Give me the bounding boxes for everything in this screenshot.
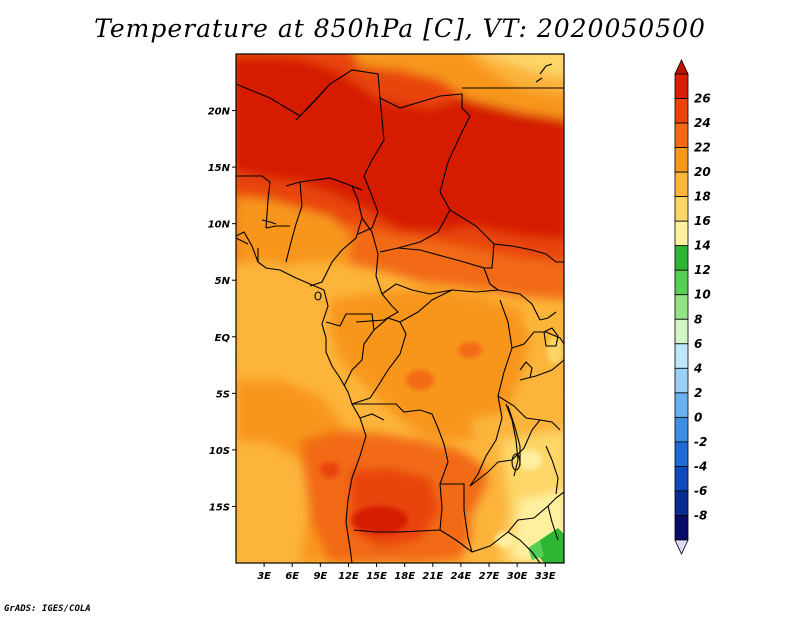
colorbar-label: 2	[694, 386, 702, 400]
colorbar-label: 10	[694, 288, 711, 302]
colorbar-top-triangle	[674, 59, 689, 75]
longitude-axis: 3E 6E 9E 12E 15E 18E 21E 24E 27E 30E 33E	[257, 563, 556, 582]
colorbar-swatch	[674, 441, 689, 467]
lon-tick-label: 27E	[479, 571, 500, 582]
colorbar-label: 26	[694, 92, 711, 106]
colorbar-label: 14	[694, 239, 711, 253]
temperature-field	[236, 54, 564, 563]
lat-tick-label: 10N	[208, 220, 231, 231]
colorbar-bottom-triangle	[674, 539, 689, 555]
colorbar-label: 12	[694, 263, 711, 277]
colorbar-swatch	[674, 466, 689, 492]
lon-tick-label: 21E	[422, 571, 443, 582]
colorbar-label: -4	[694, 459, 707, 473]
colorbar-label: -2	[694, 435, 707, 449]
colorbar-swatch	[674, 122, 689, 148]
lat-tick-label: 10S	[209, 446, 230, 457]
colorbar-swatch	[674, 367, 689, 394]
colorbar-label: 8	[694, 312, 702, 326]
lon-tick-label: 30E	[507, 571, 528, 582]
map-title: Temperature at 850hPa [C], VT: 202005050…	[94, 14, 706, 43]
colorbar-label: 22	[694, 141, 711, 155]
colorbar-label: -8	[694, 508, 707, 522]
lon-tick-label: 12E	[338, 571, 359, 582]
colorbar-swatch	[674, 269, 689, 296]
lat-tick-label: 20N	[208, 107, 231, 118]
colorbar-swatch	[674, 490, 689, 516]
colorbar-label: 6	[694, 337, 702, 351]
colorbar-swatch	[674, 196, 689, 222]
colorbar-label: 18	[694, 190, 711, 204]
colorbar-swatch	[674, 73, 689, 99]
lat-tick-label: 15S	[209, 502, 230, 513]
lon-tick-label: 33E	[535, 571, 556, 582]
colorbar-label: 16	[694, 214, 711, 228]
grads-credit: GrADS: IGES/COLA	[4, 604, 91, 614]
lon-tick-label: 15E	[366, 571, 387, 582]
colorbar-swatch	[674, 294, 689, 320]
colorbar-label: 4	[693, 361, 702, 375]
colorbar-label: 20	[694, 165, 711, 179]
colorbar-swatch	[674, 98, 689, 124]
colorbar-swatch	[674, 515, 689, 541]
lon-tick-label: 18E	[394, 571, 415, 582]
lat-tick-label: 5S	[216, 389, 230, 400]
colorbar-swatch	[674, 318, 689, 345]
lat-tick-label: EQ	[215, 333, 231, 344]
colorbar-swatch	[674, 147, 689, 173]
colorbar-swatch	[674, 245, 689, 271]
lon-tick-label: 3E	[257, 571, 271, 582]
colorbar-swatch	[674, 343, 689, 369]
colorbar-label: -6	[694, 484, 707, 498]
country-boundaries	[236, 63, 564, 563]
lon-tick-label: 6E	[285, 571, 299, 582]
colorbar-swatch	[674, 416, 689, 443]
map-frame	[235, 53, 565, 564]
colorbar-label: 0	[694, 410, 702, 424]
colorbar-label: 24	[694, 116, 711, 130]
lat-tick-label: 5N	[215, 276, 231, 287]
lon-tick-label: 9E	[313, 571, 327, 582]
colorbar-swatch	[674, 171, 689, 198]
latitude-axis: 20N 15N 10N 5N EQ 5S 10S 15S	[208, 107, 236, 513]
colorbar-swatch	[674, 392, 689, 418]
lat-tick-label: 15N	[208, 163, 231, 174]
lon-tick-label: 24E	[451, 571, 472, 582]
colorbar-swatch	[674, 220, 689, 247]
